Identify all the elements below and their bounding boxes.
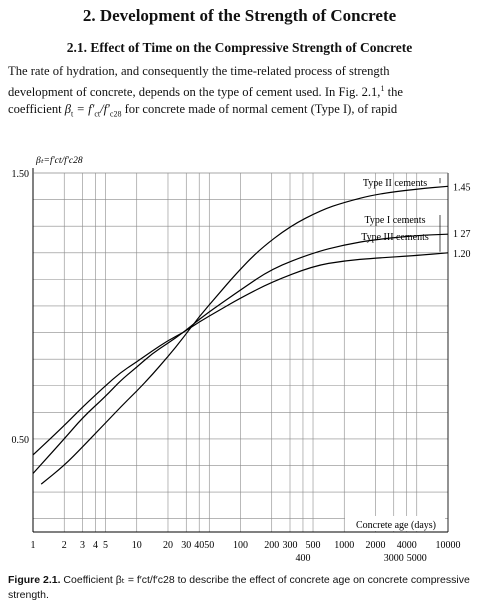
x-tick-label: 5 [103, 540, 108, 551]
subsection-title: 2.1. Effect of Time on the Compressive S… [66, 40, 413, 55]
y-axis-label: βₜ=f′ct/f′c28 [35, 155, 83, 166]
fct-symbol: = f′ [73, 102, 95, 117]
beta-subscript: t [71, 109, 74, 119]
y-tick-label: 0.50 [12, 435, 30, 446]
x-tick-label: 4 [93, 540, 98, 551]
paragraph-line-2-text: development of concrete, depends on the … [8, 85, 381, 100]
figure-caption: Figure 2.1. Coefficient βₜ = f′ct/f′c28 … [8, 573, 474, 603]
fct-subscript: ct [94, 109, 101, 119]
paragraph-line-1: The rate of hydration, and consequently … [8, 64, 390, 78]
paragraph-line-3: coefficient βt = f′ct/f′c28 for concrete… [8, 101, 474, 123]
x-tick-label: 400 [295, 553, 310, 564]
series-end-value-2: 1 27 [453, 229, 471, 240]
fc28-subscript: c28 [109, 109, 122, 119]
x-tick-label: 50 [204, 540, 214, 551]
x-tick-label: 40 [194, 540, 204, 551]
x-tick-label: 30 [181, 540, 191, 551]
series-line-3 [32, 252, 449, 456]
x-tick-label: 10 [132, 540, 142, 551]
paragraph-line-3-start: coefficient [8, 102, 65, 117]
x-axis-label: Concrete age (days) [356, 520, 436, 531]
x-tick-label: 3 [80, 540, 85, 551]
reference-superscript: 1 [380, 84, 385, 93]
paragraph-line-2: development of concrete, depends on the … [8, 80, 474, 101]
series-label-3: Type III cements [361, 232, 429, 243]
x-tick-label: 300 [283, 540, 298, 551]
x-tick-label: 1000 [334, 540, 354, 551]
series-label-1: Type II cements [363, 178, 427, 189]
paragraph-line-3-end: for concrete made of normal cement (Type… [121, 102, 398, 117]
series-end-value-3: 1.20 [453, 249, 471, 260]
series-label-2: Type I cements [365, 215, 426, 226]
series-line-1 [40, 185, 449, 485]
series-end-value-1: 1.45 [453, 182, 471, 193]
beta-symbol: β [64, 102, 72, 117]
x-tick-label: 3000 [384, 553, 404, 564]
x-tick-label: 200 [264, 540, 279, 551]
x-tick-label: 100 [233, 540, 248, 551]
y-tick-label: 1.50 [12, 169, 30, 180]
x-tick-label: 1 [31, 540, 36, 551]
section-title: 2. Development of the Strength of Concre… [82, 6, 397, 25]
x-tick-label: 4000 [397, 540, 417, 551]
x-tick-label: 500 [306, 540, 321, 551]
x-tick-label: 10000 [436, 540, 461, 551]
paragraph-line-2-end: the [384, 85, 404, 100]
caption-text: Coefficient βₜ = f′ct/f′c28 to describe … [8, 574, 470, 601]
figure-label: Figure 2.1. [8, 574, 61, 586]
fc28-symbol: /f′ [100, 102, 110, 117]
x-tick-label: 5000 [407, 553, 427, 564]
x-tick-label: 2 [62, 540, 67, 551]
body-paragraph: The rate of hydration, and consequently … [8, 63, 474, 123]
x-axis-label-bg [345, 516, 445, 531]
x-tick-label: 2000 [365, 540, 385, 551]
x-tick-label: 20 [163, 540, 173, 551]
